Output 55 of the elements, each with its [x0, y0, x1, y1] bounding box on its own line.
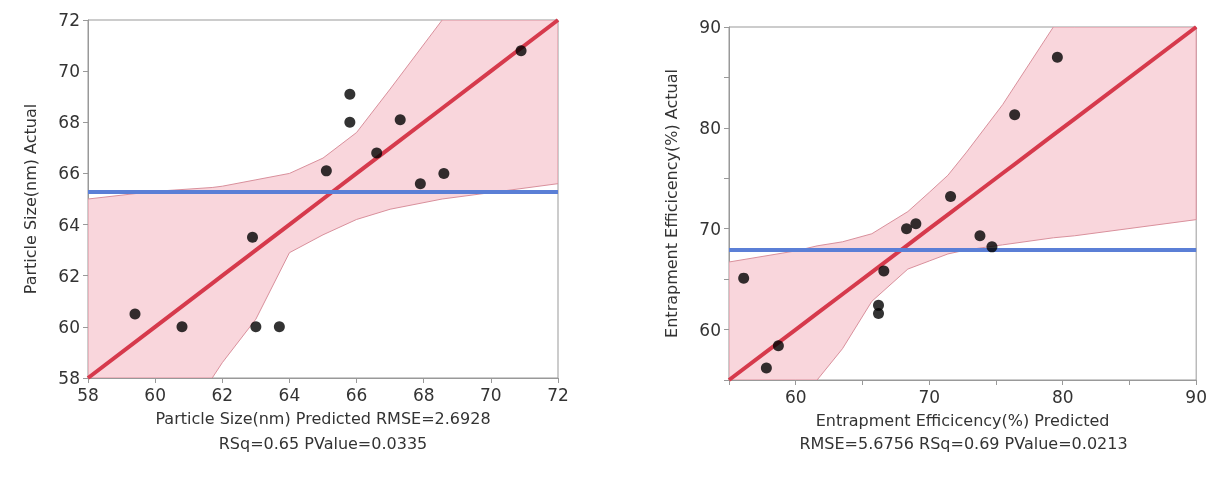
x-tick-label: 80: [1051, 386, 1074, 407]
x-tick-label: 66: [345, 384, 368, 405]
y-axis-title: Particle Size(nm) Actual: [20, 103, 40, 295]
point: [1009, 109, 1021, 121]
point: [250, 321, 262, 333]
point: [129, 308, 141, 320]
x-tick-label: 64: [278, 384, 301, 405]
point: [873, 307, 884, 319]
point: [1051, 51, 1063, 63]
y-tick-label: 58: [58, 368, 80, 388]
y-tick-label: 90: [699, 17, 721, 37]
x-tick-label: 58: [77, 384, 99, 405]
point: [438, 167, 450, 179]
point: [901, 223, 913, 235]
y-tick-label: 66: [58, 163, 80, 184]
point: [986, 241, 998, 253]
y-tick-label: 60: [699, 319, 721, 340]
y-tick-label: 64: [58, 214, 80, 235]
x-tick-label: 68: [412, 384, 435, 405]
point: [945, 190, 957, 202]
y-tick-label: 70: [699, 218, 721, 239]
point: [176, 321, 188, 333]
point: [515, 45, 527, 57]
text: RSq=0.65 PValue=0.0335: [217, 434, 429, 453]
y-tick-label: 70: [58, 61, 80, 82]
x-tick-label: 70: [480, 384, 502, 405]
point: [247, 231, 258, 243]
point: [878, 265, 890, 277]
point: [344, 88, 356, 100]
text: RMSE=5.6756 RSq=0.69 PValue=0.0213: [798, 434, 1129, 453]
point: [320, 165, 332, 177]
x-tick-label: 90: [1185, 386, 1207, 407]
point: [273, 321, 285, 333]
point: [738, 272, 750, 284]
point: [974, 230, 986, 242]
y-tick-label: 60: [58, 316, 80, 337]
y-tick-label: 72: [58, 10, 80, 30]
x-axis-title: Particle Size(nm) Predicted RMSE=2.6928: [155, 408, 491, 428]
point: [772, 340, 784, 352]
y-tick-label: 80: [699, 117, 721, 138]
point: [910, 218, 922, 230]
point: [344, 116, 356, 128]
point: [760, 362, 772, 374]
y-tick-label: 68: [58, 112, 80, 133]
y-axis-title: Entrapment Efficicency(%) Actual: [661, 69, 681, 338]
point: [414, 178, 426, 190]
point: [394, 114, 406, 126]
y-tick-label: 62: [58, 265, 80, 286]
x-tick-label: 70: [918, 386, 941, 407]
x-tick-label: 60: [784, 386, 807, 407]
x-tick-label: 72: [547, 384, 569, 405]
x-tick-label: 60: [144, 384, 166, 405]
x-tick-label: 62: [211, 384, 234, 405]
x-axis-title: Entrapment Efficicency(%) Predicted: [815, 410, 1110, 430]
point: [371, 147, 383, 159]
